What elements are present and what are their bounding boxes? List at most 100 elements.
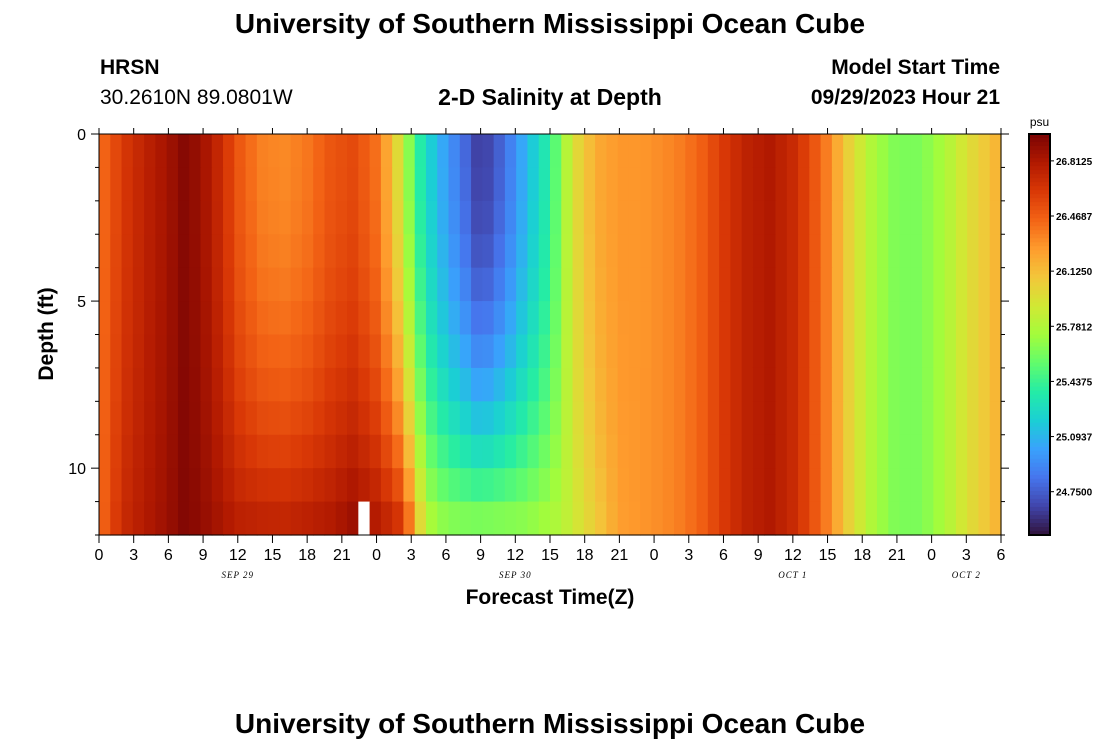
heatmap-cell — [437, 334, 450, 369]
heatmap-cell — [448, 167, 461, 202]
heatmap-cell — [177, 301, 190, 336]
heatmap-cell — [313, 301, 326, 336]
heatmap-cell — [640, 468, 653, 503]
colorbar-band — [1029, 390, 1050, 396]
heatmap-cell — [99, 134, 111, 169]
heatmap-cell — [482, 434, 495, 469]
heatmap-cell — [922, 367, 934, 402]
heatmap-cell — [155, 134, 168, 169]
colorbar-band — [1029, 458, 1050, 464]
heatmap-cell — [967, 468, 980, 503]
heatmap-cell — [279, 234, 292, 269]
x-tick-label: 6 — [164, 547, 173, 564]
heatmap-cell — [967, 434, 980, 469]
heatmap-cell — [786, 134, 799, 169]
x-tick-label: 18 — [298, 547, 316, 564]
heatmap-cell — [437, 234, 450, 269]
heatmap-cell — [166, 267, 179, 302]
heatmap-cell — [572, 134, 585, 169]
heatmap-cell — [166, 234, 179, 269]
heatmap-cell — [651, 401, 664, 436]
heatmap-cell — [200, 367, 213, 402]
heatmap-cell — [910, 468, 923, 503]
heatmap-cell — [223, 134, 235, 169]
heatmap-cell — [550, 367, 562, 402]
heatmap-cell — [425, 468, 438, 503]
heatmap-cell — [189, 267, 202, 302]
heatmap-cell — [888, 501, 901, 536]
heatmap-cell — [538, 167, 551, 202]
heatmap-cell — [380, 501, 393, 536]
heatmap-cell — [674, 367, 686, 402]
heatmap-cell — [572, 234, 585, 269]
heatmap-cell — [504, 234, 517, 269]
heatmap-cell — [606, 234, 619, 269]
heatmap-cell — [617, 267, 630, 302]
heatmap-cell — [99, 501, 111, 536]
heatmap-cell — [471, 267, 483, 302]
heatmap-cell — [448, 434, 461, 469]
heatmap-cell — [764, 334, 777, 369]
x-axis-label: Forecast Time(Z) — [466, 586, 635, 609]
heatmap-cell — [200, 334, 213, 369]
heatmap-cell — [482, 401, 495, 436]
heatmap-cell — [256, 267, 269, 302]
heatmap-cell — [504, 367, 517, 402]
heatmap-cell — [786, 234, 799, 269]
heatmap-cell — [854, 501, 867, 536]
heatmap-cell — [414, 200, 427, 235]
heatmap-cell — [696, 167, 709, 202]
heatmap-cell — [504, 301, 517, 336]
heatmap-cell — [347, 134, 359, 169]
heatmap-cell — [606, 401, 619, 436]
heatmap-cell — [674, 301, 686, 336]
heatmap-cell — [955, 200, 968, 235]
heatmap-cell — [335, 468, 348, 503]
heatmap-cell — [380, 301, 393, 336]
heatmap-cell — [234, 167, 247, 202]
heatmap-cell — [313, 200, 326, 235]
heatmap-cell — [651, 200, 664, 235]
heatmap-cell — [313, 334, 326, 369]
heatmap-cell — [730, 234, 743, 269]
colorbar-band — [1029, 258, 1050, 263]
heatmap-cell — [177, 200, 190, 235]
heatmap-cell — [448, 134, 461, 169]
heatmap-cell — [719, 234, 732, 269]
heatmap-cell — [876, 501, 889, 536]
heatmap-cell — [279, 501, 292, 536]
colorbar-band — [1029, 454, 1050, 460]
colorbar-band — [1029, 282, 1050, 287]
heatmap-cell — [301, 301, 314, 336]
colorbar-band — [1029, 354, 1050, 360]
heatmap-cell — [899, 167, 912, 202]
heatmap-cell — [335, 334, 348, 369]
heatmap-cell — [662, 468, 675, 503]
heatmap-cell — [876, 301, 889, 336]
heatmap-cell — [290, 468, 303, 503]
heatmap-cell — [865, 200, 878, 235]
heatmap-cell — [707, 167, 720, 202]
heatmap-cell — [290, 267, 303, 302]
heatmap-cell — [200, 167, 213, 202]
heatmap-cell — [741, 301, 754, 336]
heatmap-cell — [211, 501, 224, 536]
heatmap-cell — [662, 234, 675, 269]
heatmap-cell — [561, 301, 574, 336]
heatmap-cell — [595, 501, 607, 536]
heatmap-cell — [471, 200, 483, 235]
heatmap-cell — [245, 234, 258, 269]
colorbar-band — [1029, 218, 1050, 223]
heatmap-cell — [132, 167, 145, 202]
colorbar-band — [1029, 366, 1050, 372]
heatmap-cell — [527, 468, 540, 503]
heatmap-cell — [279, 334, 292, 369]
heatmap-cell — [809, 401, 822, 436]
heatmap-cell — [459, 434, 472, 469]
colorbar-band — [1029, 474, 1050, 480]
heatmap-cell — [110, 501, 123, 536]
heatmap-cell — [471, 367, 483, 402]
heatmap-cell — [831, 267, 844, 302]
heatmap-cell — [538, 234, 551, 269]
heatmap-cell — [865, 334, 878, 369]
